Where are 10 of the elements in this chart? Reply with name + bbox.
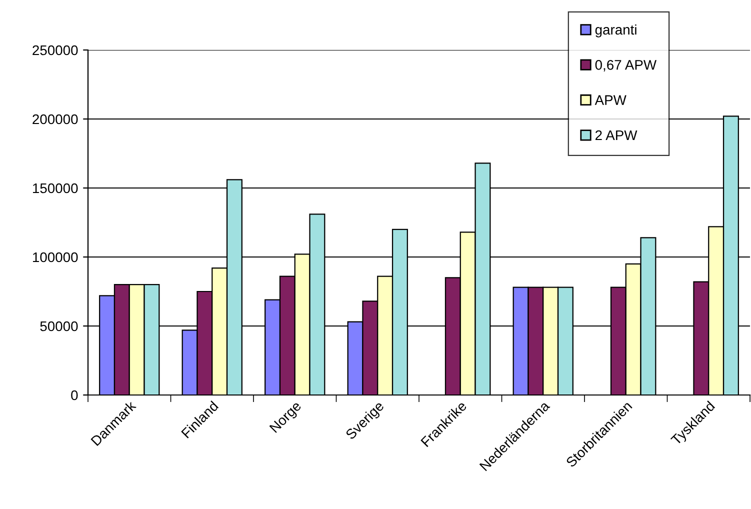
y-tick-label: 150000 [32, 183, 78, 194]
y-tick-label: 50000 [40, 321, 78, 332]
legend-label: garanti [595, 24, 636, 38]
legend-label: 0,67 APW [595, 60, 657, 72]
y-tick-label: 200000 [32, 114, 78, 124]
y-tick-label: 250000 [32, 45, 78, 56]
legend-label: 2 APW [595, 130, 638, 140]
legend-label: APW [594, 95, 626, 105]
y-tick-label: 0 [71, 390, 78, 400]
y-tick-label: 100000 [32, 252, 78, 262]
